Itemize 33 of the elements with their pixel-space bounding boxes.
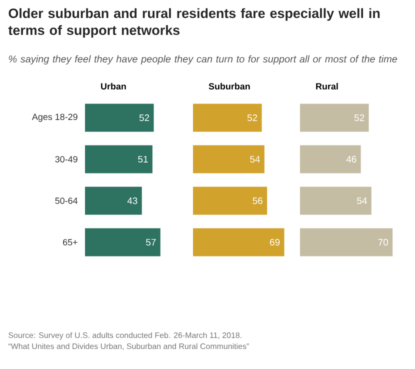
y-tick-label: 30-49 [55, 156, 78, 162]
bar [85, 228, 160, 256]
data-label: 43 [127, 197, 138, 204]
chart-title: Urban [101, 82, 126, 90]
bar [85, 186, 142, 215]
bar [85, 145, 152, 174]
chart-title: Suburban [208, 82, 250, 90]
text: % saying they feel they have people they can turn to for support all or most of the time [8, 55, 398, 64]
bar [85, 104, 154, 132]
bar [300, 186, 372, 215]
data-label: 52 [139, 114, 150, 122]
text: Older suburban and rural residents fare especially well in terms of support networks [8, 8, 380, 38]
data-label: 70 [378, 238, 388, 246]
y-tick-label: 50-64 [55, 198, 78, 204]
data-label: 46 [346, 156, 356, 163]
y-tick-label: 65+ [63, 239, 78, 246]
bar [193, 186, 268, 215]
data-label: 54 [250, 156, 260, 163]
data-label: 57 [146, 238, 156, 246]
bar [300, 104, 369, 132]
data-label: 51 [138, 156, 148, 163]
bar [300, 145, 361, 174]
data-label: 52 [247, 114, 258, 122]
data-label: 54 [357, 197, 367, 204]
data-label: 56 [252, 197, 262, 204]
y-tick-label: Ages 18-29 [32, 114, 78, 122]
chart-title: Rural [316, 82, 338, 90]
data-label: 52 [354, 114, 364, 122]
bar [193, 145, 264, 174]
data-label: 69 [270, 238, 280, 246]
bar [193, 228, 284, 256]
bar [193, 104, 262, 132]
bar [300, 228, 393, 256]
